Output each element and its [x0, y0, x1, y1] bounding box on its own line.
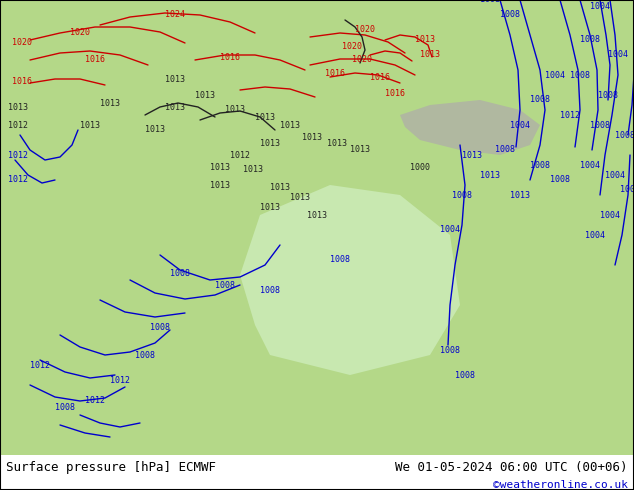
Text: 1013: 1013	[8, 102, 28, 112]
Text: 1012: 1012	[560, 111, 580, 120]
Text: 1013: 1013	[480, 171, 500, 179]
Text: 1008: 1008	[530, 96, 550, 104]
Text: 1004: 1004	[510, 121, 530, 129]
Text: 1012: 1012	[85, 395, 105, 405]
Text: 1013: 1013	[510, 191, 530, 199]
Text: 1008: 1008	[455, 370, 475, 379]
Text: We 01-05-2024 06:00 UTC (00+06): We 01-05-2024 06:00 UTC (00+06)	[395, 461, 628, 474]
Text: 1004: 1004	[580, 161, 600, 170]
Text: 1013: 1013	[255, 113, 275, 122]
Text: ©weatheronline.co.uk: ©weatheronline.co.uk	[493, 480, 628, 490]
Text: 1008: 1008	[330, 255, 350, 265]
Text: 1008: 1008	[480, 0, 500, 4]
Text: 1012: 1012	[230, 150, 250, 160]
Text: 1013: 1013	[260, 202, 280, 212]
Text: 1016: 1016	[85, 55, 105, 65]
Text: 1013: 1013	[80, 121, 100, 129]
Text: 1012: 1012	[30, 361, 50, 369]
Text: 1013: 1013	[165, 75, 185, 84]
Text: 1008: 1008	[570, 71, 590, 79]
Text: 1008: 1008	[590, 121, 610, 129]
Text: 1008: 1008	[452, 191, 472, 199]
Text: 1013: 1013	[280, 121, 300, 129]
Text: 1020: 1020	[355, 25, 375, 34]
Text: 1004: 1004	[608, 50, 628, 59]
Text: 1013: 1013	[462, 150, 482, 160]
Text: 1008: 1008	[215, 280, 235, 290]
Text: 1013: 1013	[290, 193, 310, 201]
Text: 1013: 1013	[327, 139, 347, 147]
Text: 1013: 1013	[415, 35, 435, 45]
Text: 1008: 1008	[550, 175, 570, 185]
Text: 1013: 1013	[100, 98, 120, 107]
Text: 1004: 1004	[620, 186, 634, 195]
Text: 1004: 1004	[605, 171, 625, 179]
Text: 1013: 1013	[420, 50, 440, 59]
Text: 1013: 1013	[210, 180, 230, 190]
Text: 1020: 1020	[342, 43, 362, 51]
Text: 1016: 1016	[370, 73, 390, 81]
Text: 1013: 1013	[243, 166, 263, 174]
Text: 1024: 1024	[165, 10, 185, 20]
Text: 1008: 1008	[598, 91, 618, 99]
Text: 1013: 1013	[145, 125, 165, 134]
Text: 1012: 1012	[8, 175, 28, 185]
Text: 1013: 1013	[302, 132, 322, 142]
Text: 1008: 1008	[170, 269, 190, 277]
Text: 1020: 1020	[12, 39, 32, 48]
Text: 1016: 1016	[385, 89, 405, 98]
Text: 1008: 1008	[55, 402, 75, 412]
Polygon shape	[240, 185, 460, 375]
Text: 1012: 1012	[8, 121, 28, 129]
Text: 1008: 1008	[260, 286, 280, 294]
Text: 1012: 1012	[8, 150, 28, 160]
Text: 1004: 1004	[440, 225, 460, 235]
Text: 1013: 1013	[210, 163, 230, 172]
Polygon shape	[400, 100, 540, 155]
Text: 1013: 1013	[165, 102, 185, 112]
Text: 1000: 1000	[410, 163, 430, 172]
Text: 1008: 1008	[135, 350, 155, 360]
Text: 1004: 1004	[545, 71, 565, 79]
Text: 1008: 1008	[615, 130, 634, 140]
Text: 1013: 1013	[307, 211, 327, 220]
Text: 1013: 1013	[225, 105, 245, 115]
Text: 1004: 1004	[590, 2, 610, 11]
Text: 1013: 1013	[260, 139, 280, 147]
Text: 1013: 1013	[270, 182, 290, 192]
Text: 1013: 1013	[195, 91, 215, 99]
Text: 1008: 1008	[440, 345, 460, 354]
Text: 1008: 1008	[580, 35, 600, 45]
Text: 1012: 1012	[110, 375, 130, 385]
Text: 1008: 1008	[500, 10, 520, 20]
Text: 1016: 1016	[325, 69, 345, 77]
Text: 1016: 1016	[12, 76, 32, 85]
Text: 1008: 1008	[530, 161, 550, 170]
Text: Surface pressure [hPa] ECMWF: Surface pressure [hPa] ECMWF	[6, 461, 216, 474]
Text: 1013: 1013	[350, 146, 370, 154]
Text: 1004: 1004	[585, 230, 605, 240]
Text: 1020: 1020	[352, 55, 372, 65]
Text: 1020: 1020	[70, 28, 90, 38]
Text: 1008: 1008	[150, 322, 170, 332]
Text: 1004: 1004	[600, 211, 620, 220]
Text: 1016: 1016	[220, 53, 240, 63]
Text: 1008: 1008	[495, 146, 515, 154]
